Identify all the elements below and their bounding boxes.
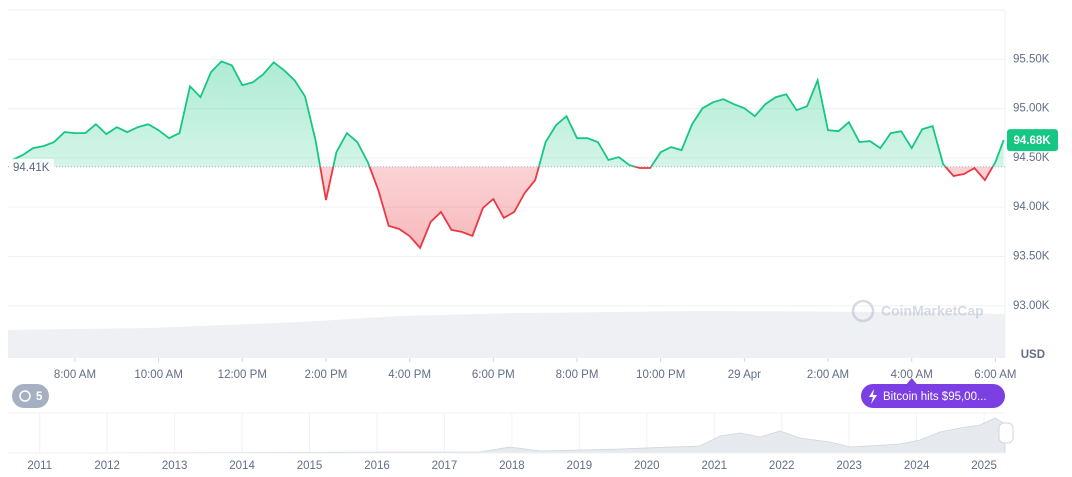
price-line-down	[319, 166, 994, 250]
current-price-tag	[1007, 129, 1058, 152]
annotation-pointer	[906, 378, 917, 384]
watermark-text: CoinMarketCap	[881, 303, 984, 319]
x-tick-label: 4:00 PM	[388, 369, 431, 381]
watermark: CoinMarketCap	[851, 299, 984, 323]
navigator-tick-label: 2022	[769, 460, 795, 472]
navigator-area	[7, 417, 1006, 454]
annotation-text: Bitcoin hits $95,00...	[883, 391, 987, 403]
x-tick-label: 6:00 PM	[472, 369, 515, 381]
y-tick-label: 93.50K	[1013, 250, 1050, 262]
navigator-tick-label: 2014	[229, 460, 255, 472]
navigator-tick-label: 2018	[499, 460, 525, 472]
x-tick-label: 10:00 AM	[134, 369, 183, 381]
event-icon	[19, 390, 31, 402]
y-tick-label: 95.00K	[1013, 103, 1050, 115]
y-unit: USD	[1021, 349, 1045, 361]
x-tick-label: 10:00 PM	[636, 369, 685, 381]
x-tick-label: 4:00 AM	[891, 369, 933, 381]
x-tick-label: 2:00 AM	[807, 369, 849, 381]
navigator-tick-label: 2017	[432, 460, 458, 472]
annotation-icon	[869, 389, 877, 404]
x-tick-label: 6:00 AM	[974, 369, 1016, 381]
navigator-tick-label: 2012	[94, 460, 120, 472]
navigator-tick-label: 2019	[567, 460, 593, 472]
x-tick-label: 8:00 AM	[54, 369, 96, 381]
y-tick-label: 94.00K	[1013, 201, 1050, 213]
y-tick-label: 94.50K	[1013, 152, 1050, 164]
baseline-label: 94.41K	[13, 162, 50, 174]
navigator: 2011 2012 2013 2014 2015 2016 2017 2018 2019 2020…	[27, 413, 997, 472]
navigator-tick-label: 2016	[364, 460, 390, 472]
navigator-tick-label: 2011	[27, 460, 52, 472]
navigator-tick-label: 2021	[701, 460, 727, 472]
x-tick-label: 29 Apr	[728, 369, 761, 381]
event-count: 5	[36, 391, 43, 403]
plot: 94.41K 94.68K	[8, 60, 1058, 250]
navigator-tick-label: 2020	[634, 460, 660, 472]
y-tick-label: 95.50K	[1013, 53, 1050, 65]
navigator-handle[interactable]	[998, 422, 1014, 444]
price-line-up	[11, 60, 1005, 167]
area-up	[12, 61, 1004, 167]
y-tick-label: 93.00K	[1013, 300, 1050, 312]
navigator-tick-label: 2015	[297, 460, 323, 472]
x-tick-label: 8:00 PM	[556, 369, 599, 381]
current-price-label: 94.68K	[1013, 135, 1051, 147]
x-tick-label: 2:00 PM	[305, 369, 348, 381]
navigator-tick-label: 2013	[162, 460, 188, 472]
annotation-pill[interactable]	[861, 384, 1005, 408]
area-down	[320, 166, 993, 248]
baseline-label-bg	[10, 158, 54, 175]
volume-area	[8, 311, 1005, 358]
navigator-tick-label: 2023	[836, 460, 862, 472]
navigator-tick-label: 2024	[904, 460, 930, 472]
x-tick-label: 12:00 PM	[218, 369, 267, 381]
watermark-logo	[851, 299, 875, 323]
navigator-tick-label: 2025	[971, 460, 997, 472]
